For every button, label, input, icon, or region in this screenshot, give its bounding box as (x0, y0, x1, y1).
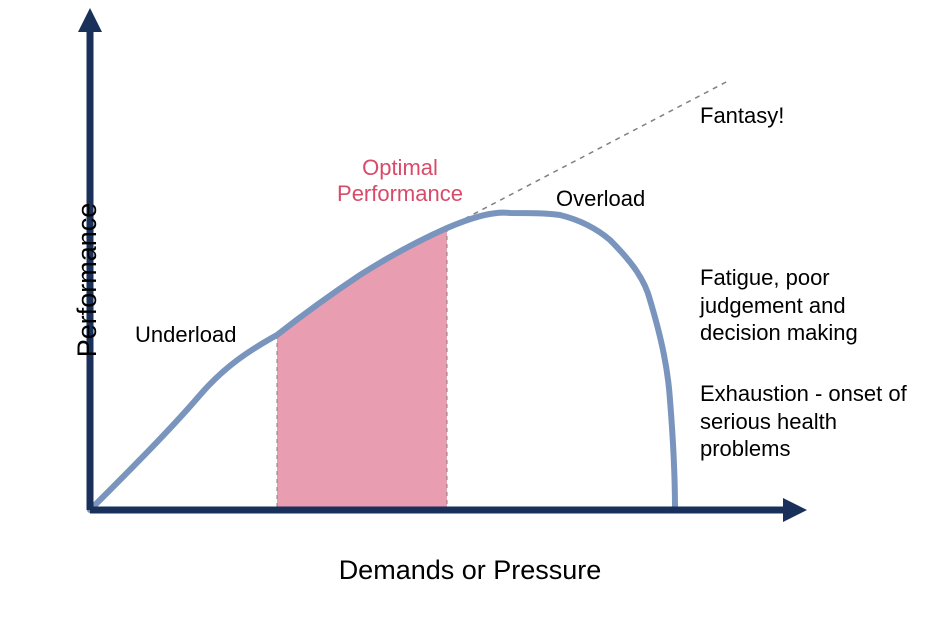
exhaustion-label: Exhaustion - onset of serious health pro… (700, 380, 920, 463)
performance-curve-chart: Performance Demands or Pressure Optimal … (0, 0, 940, 618)
x-axis-arrow (783, 498, 807, 522)
y-axis-label: Performance (72, 203, 103, 358)
fatigue-label: Fatigue, poor judgement and decision mak… (700, 264, 910, 347)
y-axis-arrow (78, 8, 102, 32)
underload-label: Underload (135, 322, 237, 348)
x-axis-label: Demands or Pressure (0, 555, 940, 586)
overload-label: Overload (556, 186, 645, 212)
fantasy-label: Fantasy! (700, 103, 784, 129)
optimal-label: Optimal Performance (310, 155, 490, 208)
